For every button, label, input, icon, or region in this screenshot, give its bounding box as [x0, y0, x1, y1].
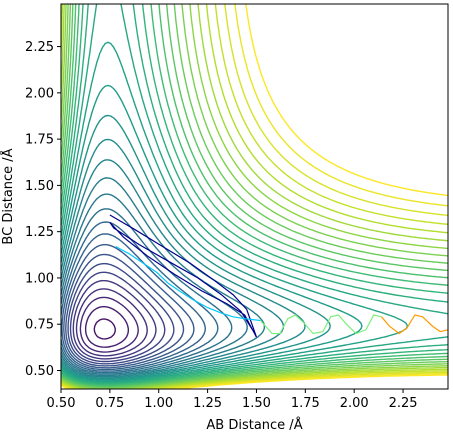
x-tick-label: 2.00: [340, 396, 369, 411]
contour-lines: [61, 4, 448, 389]
contour-level: [79, 296, 139, 353]
x-tick-label: 1.00: [144, 396, 173, 411]
contour-level: [61, 221, 219, 372]
trajectory-line: [109, 214, 258, 338]
y-tick-label: 0.75: [25, 318, 54, 333]
y-tick-label: 2.00: [25, 86, 54, 101]
contour-level: [84, 306, 129, 348]
contour-level: [61, 4, 448, 388]
plot-frame: [60, 3, 449, 390]
contour-level: [61, 4, 448, 389]
contour-level: [61, 84, 363, 381]
contour-level: [61, 4, 448, 389]
contour-level: [63, 243, 195, 369]
contour-level: [61, 4, 448, 389]
contour-level: [69, 271, 166, 363]
x-axis-label: AB Distance /Å: [206, 417, 302, 433]
contour-level: [61, 4, 448, 389]
y-tick-label: 1.25: [25, 225, 54, 240]
contour-level: [61, 4, 448, 385]
x-axis-ticks: 0.50 0.75 1.00 1.25 1.50 1.75 2.00 2.25: [47, 389, 418, 411]
contour-level: [75, 288, 148, 357]
x-tick-label: 1.50: [242, 396, 271, 411]
x-tick-label: 1.75: [291, 396, 320, 411]
contour-level: [65, 253, 185, 367]
contour-level: [61, 193, 248, 375]
trajectory-line: [381, 314, 448, 335]
contour-level: [61, 4, 448, 387]
contour-level: [61, 4, 448, 386]
y-axis-ticks: 0.50 0.75 1.00 1.25 1.50 1.75 2.00 2.25: [25, 40, 61, 379]
y-tick-label: 1.00: [25, 271, 54, 286]
contour-level: [61, 41, 409, 382]
contour-level: [67, 262, 175, 365]
y-tick-label: 2.25: [25, 40, 54, 55]
contour-level: [61, 4, 448, 389]
contour-level: [61, 4, 448, 383]
y-tick-label: 1.75: [25, 133, 54, 148]
contour-level: [61, 4, 448, 389]
contour-level: [61, 4, 448, 389]
contour-level: [61, 4, 448, 389]
y-tick-label: 0.50: [25, 364, 54, 379]
trajectory-line: [259, 314, 382, 335]
contour-level: [61, 138, 306, 379]
contour-level: [61, 4, 448, 384]
trajectory-lines: [109, 214, 448, 338]
x-tick-label: 2.25: [389, 396, 418, 411]
x-tick-label: 0.75: [95, 396, 124, 411]
contour-level: [61, 114, 331, 380]
contour-level: [93, 318, 116, 340]
y-tick-label: 1.50: [25, 179, 54, 194]
y-axis-label: BC Distance /Å: [0, 148, 16, 244]
contour-level: [72, 279, 157, 360]
x-tick-label: 0.50: [47, 396, 76, 411]
x-tick-label: 1.25: [193, 396, 222, 411]
trajectory-line: [115, 245, 261, 322]
